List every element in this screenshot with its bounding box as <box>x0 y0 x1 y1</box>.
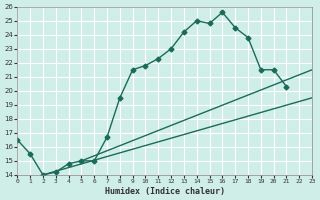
X-axis label: Humidex (Indice chaleur): Humidex (Indice chaleur) <box>105 187 225 196</box>
